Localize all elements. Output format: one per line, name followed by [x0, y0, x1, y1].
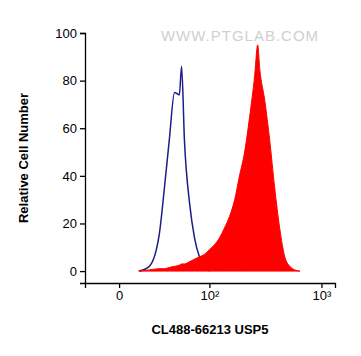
- x-tick: 10³: [313, 283, 332, 303]
- marks: [139, 45, 300, 271]
- y-tick: 0: [70, 264, 85, 279]
- x-tick-label: 10³: [313, 288, 332, 303]
- x-axis: 0 10² 10³: [86, 283, 336, 303]
- y-tick-mark: [80, 223, 85, 224]
- histogram-area: [139, 45, 300, 271]
- chart: 0 10² 10³ 0 20 40 60 80 100 WWW.PTGLAB.COM CL488-6…: [0, 0, 361, 356]
- y-tick-mark: [80, 271, 85, 272]
- y-tick-label: 20: [63, 216, 77, 231]
- y-tick: 60: [63, 121, 85, 136]
- y-tick-label: 0: [70, 264, 77, 279]
- y-axis-title: Relative Cell Number: [16, 93, 31, 223]
- y-tick-mark: [80, 33, 85, 34]
- y-tick: 40: [63, 169, 85, 184]
- x-tick: 10²: [200, 283, 219, 303]
- x-axis-title: CL488-66213 USP5: [151, 322, 268, 337]
- y-tick: 20: [63, 216, 85, 231]
- watermark: WWW.PTGLAB.COM: [161, 27, 319, 44]
- y-tick-label: 80: [63, 73, 77, 88]
- y-tick-mark: [80, 128, 85, 129]
- y-tick-mark: [80, 80, 85, 81]
- y-tick-label: 40: [63, 169, 77, 184]
- y-tick: 100: [55, 26, 85, 41]
- x-tick: 0: [116, 283, 123, 303]
- y-tick-label: 60: [63, 121, 77, 136]
- y-axis: 0 20 40 60 80 100: [55, 26, 85, 284]
- y-tick-label: 100: [55, 26, 77, 41]
- y-tick-mark: [80, 176, 85, 177]
- x-tick-label: 10²: [200, 288, 219, 303]
- histogram-line: [139, 66, 210, 271]
- x-tick-label: 0: [116, 288, 123, 303]
- y-tick: 80: [63, 73, 85, 88]
- y-axis-line: [80, 34, 86, 284]
- plot: 0 10² 10³ 0 20 40 60 80 100: [55, 26, 335, 304]
